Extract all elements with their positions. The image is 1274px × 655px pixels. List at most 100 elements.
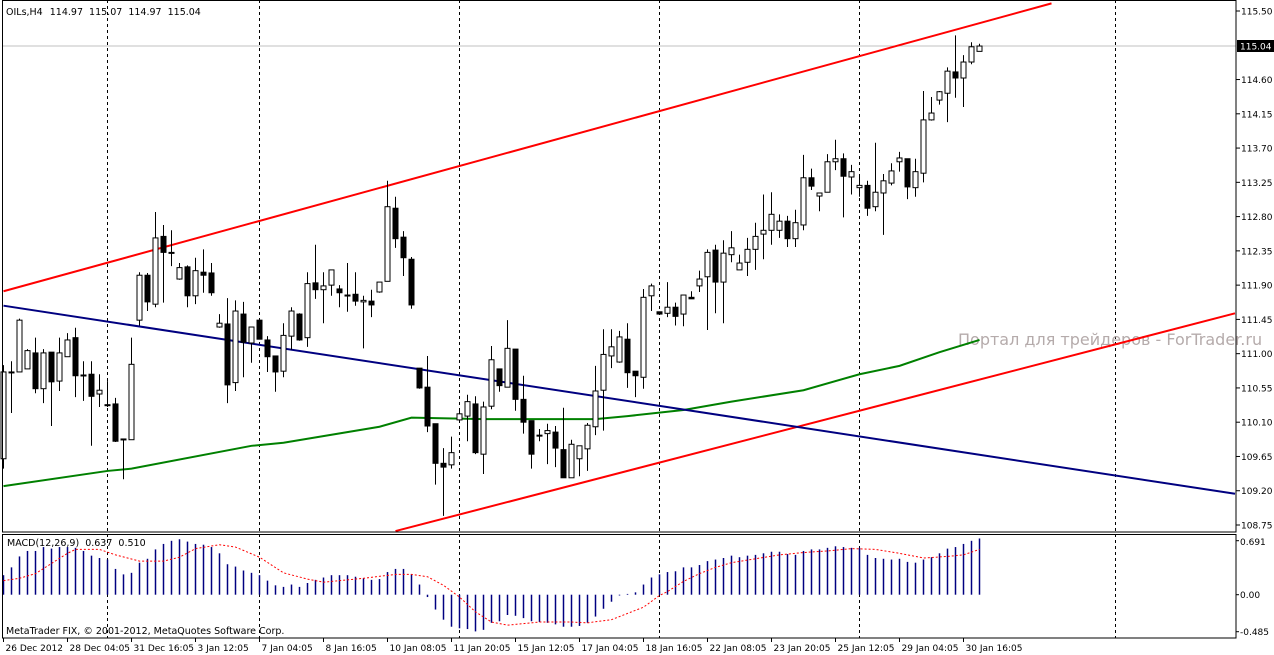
candle: [752, 222, 759, 270]
bull-candle-body: [24, 350, 31, 370]
main-pane-border: [2, 0, 1237, 533]
bear-candle-body: [656, 311, 663, 315]
time-axis-label: 17 Jan 04:05: [582, 644, 639, 654]
trendline-layer[interactable]: [3, 2, 1236, 533]
bear-candle-body: [432, 423, 439, 464]
candle: [608, 329, 615, 369]
candle: [944, 67, 951, 123]
current-price-box: [1237, 40, 1274, 52]
candle: [568, 439, 575, 479]
macd-main-value: 0.637: [85, 538, 112, 549]
header-low: 114.97: [128, 7, 161, 18]
macd-name: MACD(12,26,9): [7, 538, 79, 549]
candle: [128, 337, 135, 441]
grid-layer: [2, 0, 1236, 638]
candle: [104, 381, 111, 407]
header-high: 115.07: [89, 7, 122, 18]
bull-candle-body: [768, 213, 775, 231]
bull-candle-body: [8, 371, 15, 374]
bull-candle-body: [616, 336, 623, 363]
candle: [872, 142, 879, 212]
candle: [912, 158, 919, 197]
candle: [8, 361, 15, 414]
bear-candle-body: [784, 220, 791, 240]
time-axis-label: 7 Jan 04:05: [262, 644, 313, 654]
symbol-timeframe: OILs,H4: [6, 7, 43, 18]
bear-candle-body: [424, 386, 431, 427]
price-axis-label: 111.90: [1241, 282, 1273, 292]
bull-candle-body: [696, 278, 703, 287]
bull-candle-body: [968, 46, 975, 63]
bull-candle-body: [248, 326, 255, 344]
bear-candle-body: [32, 352, 39, 390]
candle: [240, 301, 247, 378]
candle: [336, 285, 343, 308]
channel-upper-line[interactable]: [3, 2, 1052, 293]
time-axis-label: 22 Jan 08:05: [710, 644, 767, 654]
candle: [232, 300, 239, 391]
price-axis-label: 113.70: [1241, 145, 1273, 155]
bear-candle-body: [112, 403, 119, 442]
bear-candle-body: [712, 249, 719, 283]
bull-candle-body: [16, 319, 23, 373]
macd-signal-value: 0.510: [118, 538, 145, 549]
price-axis-label: 114.60: [1241, 76, 1273, 86]
bull-candle-body: [376, 281, 383, 293]
bear-candle-body: [200, 271, 207, 276]
bear-candle-body: [336, 288, 343, 294]
candle: [328, 269, 335, 296]
candle: [576, 445, 583, 477]
candle: [976, 43, 983, 52]
trendline-line[interactable]: [3, 304, 1236, 495]
price-axis-label: 110.55: [1241, 384, 1273, 394]
bull-candle-body: [848, 171, 855, 178]
candle: [376, 281, 383, 293]
bull-candle-body: [896, 157, 903, 163]
bull-candle-body: [584, 424, 591, 450]
candle: [136, 272, 143, 326]
candle: [400, 231, 407, 276]
candle: [896, 151, 903, 172]
bull-candle-body: [80, 374, 87, 377]
copyright-text: MetaTrader FIX, © 2001-2012, MetaQuotes …: [6, 626, 284, 637]
candle: [520, 375, 527, 434]
candle: [632, 370, 639, 398]
time-axis-label: 15 Jan 12:05: [518, 644, 575, 654]
candle: [792, 209, 799, 248]
bear-candle-body: [408, 258, 415, 306]
candle: [120, 438, 127, 480]
bull-candle-body: [792, 222, 799, 240]
bear-candle-body: [272, 355, 279, 373]
candle: [40, 349, 47, 404]
bear-candle-body: [240, 313, 247, 343]
chart-frame: [2, 0, 1237, 639]
candle: [248, 326, 255, 363]
candle: [144, 272, 151, 312]
candle: [840, 153, 847, 218]
bull-candle-body: [504, 347, 511, 388]
candle: [472, 396, 479, 455]
candle: [368, 289, 375, 318]
candle: [480, 401, 487, 474]
bull-candle-body: [816, 192, 823, 197]
candle: [208, 263, 215, 296]
candle: [432, 423, 439, 485]
time-axis-label: 26 Dec 2012: [6, 644, 64, 654]
candle: [616, 330, 623, 363]
bull-candle-body: [360, 299, 367, 303]
candle: [384, 180, 391, 282]
candle: [784, 215, 791, 248]
bull-candle-body: [600, 353, 607, 391]
candle: [560, 407, 567, 479]
bull-candle-body: [56, 352, 63, 382]
bull-candle-body: [856, 184, 863, 189]
bull-candle-body: [480, 406, 487, 455]
candle: [936, 90, 943, 105]
watermark-text: Портал для трейдеров - ForTrader.ru: [958, 330, 1262, 349]
price-axis-label: 112.80: [1241, 213, 1273, 223]
candle: [664, 282, 671, 318]
channel-lower-line[interactable]: [395, 312, 1236, 533]
candle: [584, 422, 591, 471]
candle: [88, 361, 95, 446]
